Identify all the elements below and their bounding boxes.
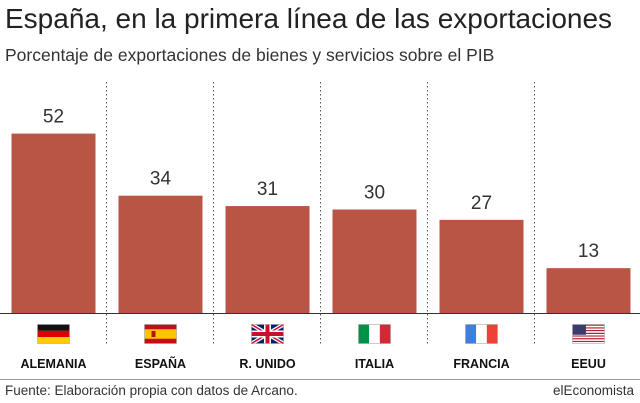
bar	[332, 209, 417, 313]
category-label: ESPAÑA	[135, 356, 186, 371]
category-label: FRANCIA	[453, 357, 509, 371]
category-label: ITALIA	[355, 357, 394, 371]
category-label: ALEMANIA	[21, 357, 87, 371]
data-label: 30	[364, 183, 385, 204]
chart-subtitle: Porcentaje de exportaciones de bienes y …	[5, 45, 495, 65]
data-label: 13	[578, 241, 599, 262]
brand-logo: elEconomista	[552, 383, 634, 398]
chart-title: España, en la primera línea de las expor…	[5, 3, 613, 34]
flag-italy-icon	[358, 324, 391, 344]
bar	[546, 268, 631, 313]
flag-usa-icon	[572, 324, 605, 344]
flag-spain-icon	[144, 324, 177, 344]
footer-divider	[0, 379, 640, 380]
category-label: EEUU	[571, 357, 606, 371]
bar	[439, 219, 524, 313]
bar	[118, 195, 203, 313]
source-note: Fuente: Elaboración propia con datos de …	[5, 383, 298, 398]
data-label: 31	[257, 179, 278, 200]
data-label: 27	[471, 193, 492, 214]
flag-france-icon	[465, 324, 498, 344]
bar-chart: 52 ALEMANIA 34 ESPAÑA 31 R. UNIDO 30 ITALIA 27 FR…	[0, 82, 640, 371]
flag-germany-icon	[37, 324, 70, 344]
category-label: R. UNIDO	[239, 357, 296, 371]
bar	[225, 206, 310, 313]
flag-uk-icon	[250, 322, 285, 346]
data-label: 52	[43, 107, 64, 128]
data-label: 34	[150, 169, 172, 190]
bar	[11, 133, 96, 313]
